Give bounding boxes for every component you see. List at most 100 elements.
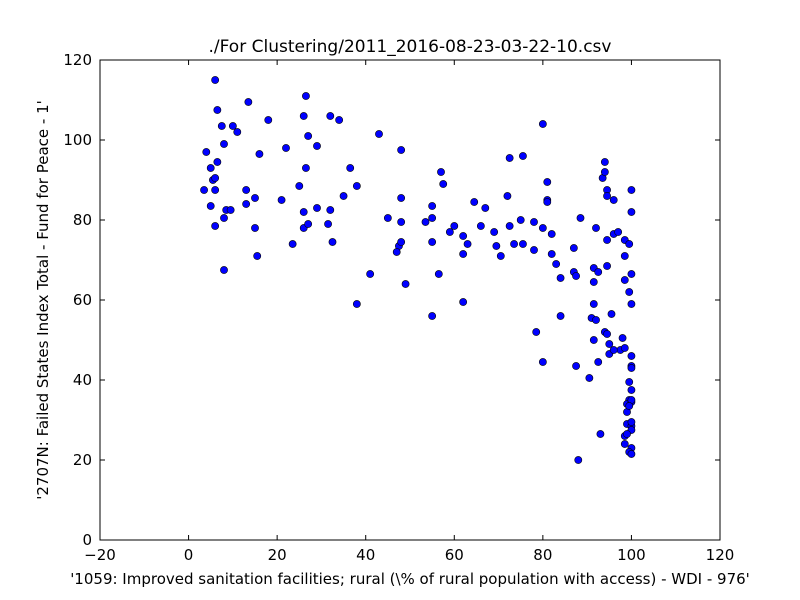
- x-tick-label: 0: [184, 546, 194, 564]
- data-point: [328, 238, 337, 246]
- x-tick-label: 40: [356, 546, 375, 564]
- x-tick-label: −20: [84, 546, 116, 564]
- data-point: [620, 252, 629, 260]
- x-tick-label: 20: [268, 546, 287, 564]
- data-point: [428, 202, 437, 210]
- data-point: [459, 232, 468, 240]
- data-point: [596, 430, 605, 438]
- data-point: [233, 128, 242, 136]
- data-point: [302, 164, 310, 172]
- data-point: [592, 316, 600, 324]
- data-point: [547, 230, 556, 238]
- data-point: [304, 220, 313, 228]
- data-point: [346, 164, 355, 172]
- data-point: [532, 328, 541, 336]
- data-point: [392, 248, 401, 256]
- data-point: [282, 144, 290, 152]
- data-point: [625, 378, 634, 386]
- data-point: [299, 208, 308, 216]
- data-point: [383, 214, 392, 222]
- data-point: [226, 206, 235, 214]
- data-point: [627, 364, 636, 372]
- data-point: [530, 218, 538, 226]
- data-point: [428, 312, 437, 320]
- data-point: [625, 288, 634, 296]
- data-point: [627, 418, 636, 426]
- data-point: [505, 222, 514, 230]
- data-point: [211, 76, 220, 84]
- data-point: [519, 240, 527, 248]
- data-point: [244, 98, 253, 106]
- data-point: [603, 192, 611, 200]
- data-point: [397, 218, 406, 226]
- data-point: [242, 186, 251, 194]
- x-tick-label: 100: [617, 546, 646, 564]
- x-axis-label: '1059: Improved sanitation facilities; r…: [70, 570, 750, 588]
- data-point: [220, 140, 228, 148]
- data-point: [255, 150, 264, 158]
- data-point: [503, 192, 512, 200]
- y-tick-label: 20: [73, 451, 92, 469]
- data-point: [401, 280, 410, 288]
- data-point: [576, 214, 585, 222]
- data-point: [552, 260, 561, 268]
- data-point: [421, 218, 430, 226]
- data-point: [543, 198, 552, 206]
- data-point: [620, 344, 629, 352]
- data-point: [614, 228, 623, 236]
- data-point: [439, 180, 448, 188]
- data-point: [335, 116, 344, 124]
- data-point: [594, 358, 603, 366]
- data-point: [547, 250, 556, 258]
- data-point: [213, 106, 222, 114]
- data-point: [543, 178, 552, 186]
- data-point: [627, 352, 636, 360]
- data-point: [251, 224, 259, 232]
- y-axis-label: '2707N: Failed States Index Total - Fund…: [34, 100, 52, 500]
- chart-title: ./For Clustering/2011_2016-08-23-03-22-1…: [209, 37, 612, 57]
- x-tick-label: 60: [445, 546, 464, 564]
- data-point: [627, 300, 636, 308]
- data-points: [200, 76, 636, 464]
- data-point: [326, 112, 335, 120]
- data-point: [313, 142, 321, 150]
- data-point: [620, 440, 629, 448]
- data-point: [627, 186, 636, 194]
- data-point: [607, 310, 616, 318]
- data-point: [339, 192, 348, 200]
- data-point: [496, 252, 505, 260]
- data-point: [313, 204, 321, 212]
- data-point: [445, 228, 454, 236]
- data-point: [627, 386, 636, 394]
- data-point: [242, 200, 251, 208]
- data-point: [594, 268, 603, 276]
- data-point: [618, 334, 627, 342]
- data-point: [206, 202, 215, 210]
- data-point: [397, 238, 406, 246]
- data-point: [510, 240, 518, 248]
- data-point: [277, 196, 286, 204]
- data-point: [603, 330, 611, 338]
- data-point: [220, 214, 228, 222]
- data-point: [459, 298, 468, 306]
- data-point: [627, 450, 636, 458]
- data-point: [295, 182, 304, 190]
- data-point: [574, 456, 583, 464]
- data-point: [299, 112, 308, 120]
- data-point: [459, 250, 468, 258]
- y-tick-label: 100: [63, 131, 92, 149]
- data-point: [519, 152, 527, 160]
- data-point: [481, 204, 490, 212]
- data-point: [217, 122, 226, 130]
- data-point: [572, 362, 580, 370]
- data-point: [572, 272, 580, 280]
- data-point: [352, 300, 361, 308]
- data-point: [627, 270, 636, 278]
- data-point: [530, 246, 538, 254]
- y-tick-label: 40: [73, 371, 92, 389]
- data-point: [538, 224, 547, 232]
- data-point: [609, 196, 618, 204]
- data-point: [200, 186, 208, 194]
- data-point: [211, 174, 220, 182]
